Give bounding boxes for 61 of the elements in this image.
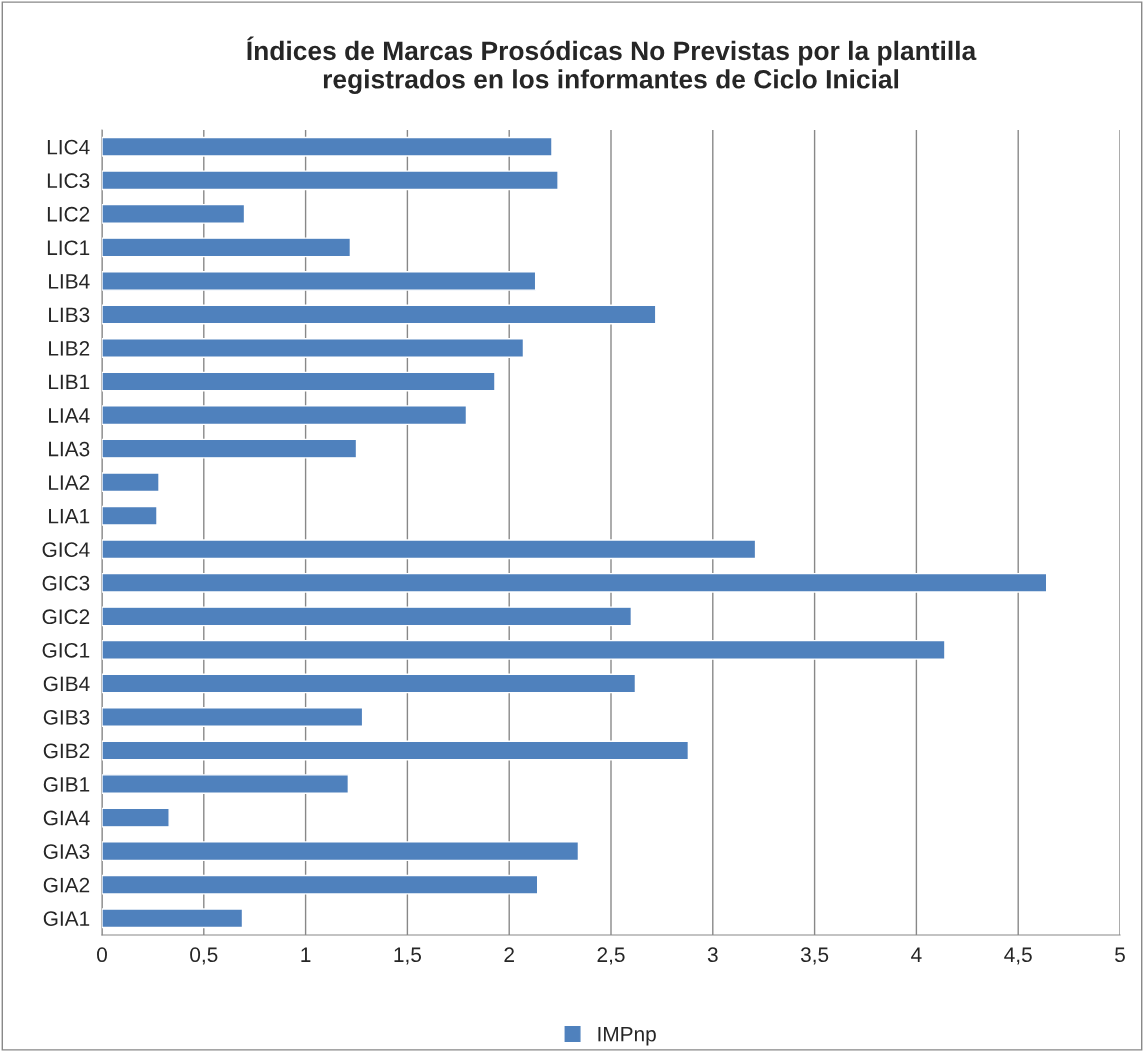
x-tick-label: 4	[911, 947, 922, 962]
bar	[102, 338, 525, 358]
x-tick-label: 3	[707, 947, 718, 963]
y-tick-label: LIC1	[47, 240, 90, 256]
y-tick-label: GIB4	[43, 676, 90, 692]
bar	[102, 639, 946, 660]
bar	[102, 304, 657, 325]
bar	[102, 539, 757, 560]
x-tick-label: 5	[1115, 947, 1125, 963]
y-tick-label: GIC4	[42, 542, 90, 558]
chart-title: Índices de Marcas Prosódicas No Previstas por la plantilla registrados en los informantes de Ciclo Inicial	[247, 36, 977, 94]
y-tick-label: GIA2	[43, 877, 90, 893]
y-tick-label: LIA4	[49, 408, 90, 423]
y-tick-label: LIB2	[49, 341, 90, 356]
bar	[102, 807, 170, 828]
bar	[102, 874, 539, 895]
y-tick-label: GIC3	[42, 575, 90, 591]
bar	[102, 908, 244, 929]
bar	[102, 572, 1048, 593]
x-tick-label: 2,5	[597, 947, 625, 965]
x-tick-label: 3,5	[800, 947, 829, 965]
bar	[102, 371, 496, 392]
bar	[102, 136, 553, 157]
bar	[102, 237, 352, 258]
y-tick-label: GIA1	[43, 911, 90, 926]
x-tick-label: 0	[97, 947, 107, 963]
bar	[102, 606, 633, 627]
y-tick-label: LIA3	[49, 441, 90, 457]
x-tick-label: 1	[301, 947, 311, 962]
y-tick-label: LIC2	[47, 206, 90, 222]
bar	[102, 271, 537, 291]
y-tick-label: LIA1	[49, 508, 90, 524]
y-tick-label: LIC3	[47, 173, 90, 189]
x-tick-label: 4,5	[1004, 947, 1032, 965]
x-tick-label: 2	[504, 947, 514, 962]
bar	[102, 472, 160, 493]
x-tick-label: 1,5	[394, 947, 422, 965]
bar	[102, 170, 559, 191]
y-tick-label: GIA4	[43, 810, 90, 826]
bar	[102, 841, 580, 862]
bar	[102, 203, 246, 224]
bar	[102, 707, 364, 727]
bar	[102, 740, 690, 761]
bar	[102, 774, 350, 794]
y-tick-label: GIA3	[43, 844, 90, 859]
y-tick-label: GIB1	[43, 777, 90, 792]
y-tick-label: GIB2	[43, 743, 90, 759]
legend-label: IMPnp	[598, 1026, 656, 1046]
bar	[102, 405, 468, 426]
y-tick-label: GIC2	[42, 609, 90, 625]
y-tick-label: GIB3	[43, 709, 90, 725]
y-tick-label: LIC4	[47, 139, 90, 155]
y-tick-label: LIB1	[49, 374, 90, 390]
x-tick-label: 0,5	[190, 947, 218, 965]
y-tick-label: LIB3	[49, 307, 90, 323]
bar	[102, 505, 158, 526]
bar	[102, 673, 637, 694]
y-tick-label: GIC1	[42, 642, 90, 658]
bar	[102, 438, 358, 459]
y-tick-label: LIA2	[49, 475, 90, 490]
y-tick-label: LIB4	[49, 274, 90, 289]
